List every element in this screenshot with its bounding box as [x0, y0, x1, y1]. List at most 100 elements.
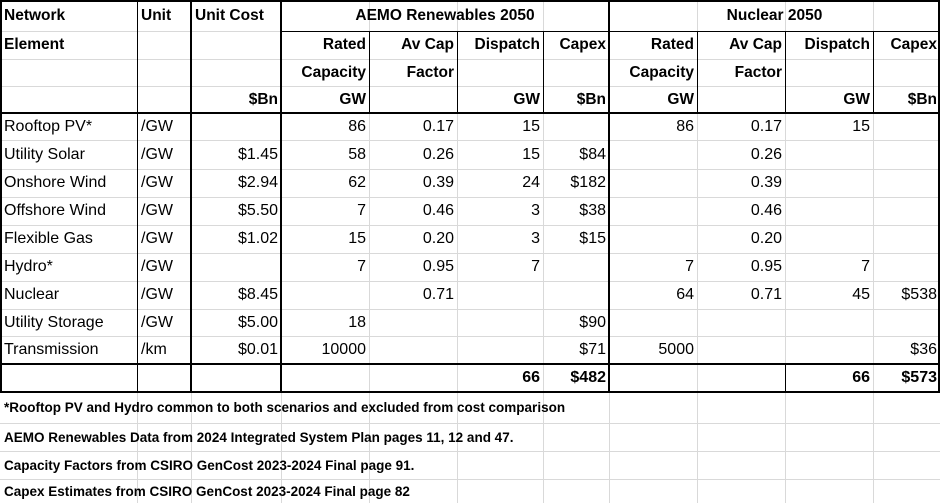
- header-element: Element: [4, 36, 65, 53]
- cell-aemo-dispatch: 15: [522, 117, 540, 135]
- header-scenario-nuclear: Nuclear 2050: [726, 6, 823, 24]
- cell-unit-cost: $1.02: [237, 230, 278, 247]
- cell-aemo-capacity-factor: 0.46: [422, 202, 454, 219]
- total-nuclear-capex: $573: [901, 368, 937, 386]
- grid-line: [0, 451, 940, 452]
- cell-nuclear-dispatch: [785, 197, 873, 225]
- cell-aemo-rated: 18: [348, 313, 366, 331]
- header-dispatch: Dispatch: [474, 36, 540, 53]
- cell-element: Utility Solar: [4, 145, 85, 163]
- total-aemo-dispatch: 66: [522, 368, 540, 386]
- header-capex-units: $Bn: [576, 90, 606, 108]
- header-rated-units: GW: [339, 90, 366, 108]
- cell-unit-cost: [191, 113, 281, 140]
- cell-nuclear-capacity-factor: 0.95: [750, 258, 782, 275]
- grid-line: [0, 479, 940, 480]
- cell-nuclear-dispatch: [785, 140, 873, 169]
- cell-aemo-capacity-factor: 0.39: [422, 174, 454, 191]
- cell-nuclear-capex: [873, 140, 940, 169]
- cell-aemo-capacity-factor: [369, 309, 457, 336]
- cell-aemo-rated: 86: [348, 117, 366, 135]
- cell-nuclear-capacity-factor: 0.17: [750, 117, 782, 135]
- cell-aemo-capacity-factor: 0.17: [422, 117, 454, 135]
- cell-unit: /GW: [141, 174, 173, 191]
- cell-unit: /GW: [141, 258, 173, 275]
- grid-line: [369, 31, 370, 113]
- cell-nuclear-capex: [873, 225, 940, 253]
- footnote: Capacity Factors from CSIRO GenCost 2023…: [4, 457, 415, 473]
- cell-aemo-capacity-factor: 0.95: [422, 258, 454, 275]
- grid-line: [0, 423, 940, 424]
- cell-nuclear-dispatch: [785, 336, 873, 364]
- header-capex: Capex: [559, 36, 606, 53]
- grid-line: [457, 31, 458, 113]
- cell-nuclear-dispatch: [785, 225, 873, 253]
- header-capex-units: $Bn: [907, 90, 937, 108]
- cell-aemo-capex: $90: [579, 313, 606, 331]
- cell-nuclear-rated: [609, 225, 697, 253]
- header-rated-units: GW: [667, 90, 694, 108]
- cell-nuclear-capex: [873, 169, 940, 197]
- cell-unit: /GW: [141, 313, 173, 331]
- cell-nuclear-capex: $538: [901, 286, 937, 303]
- grid-line: [608, 0, 610, 392]
- header-unit-cost-units: $Bn: [248, 90, 278, 108]
- header-scenario-aemo: AEMO Renewables 2050: [355, 6, 535, 24]
- cell-aemo-capex: [543, 113, 609, 140]
- cell-nuclear-rated: 7: [685, 258, 694, 275]
- cell-aemo-dispatch: [457, 309, 543, 336]
- header-av-cap: Av Cap: [401, 36, 454, 53]
- grid-line: [873, 0, 874, 503]
- cell-aemo-capacity-factor: 0.26: [422, 145, 454, 163]
- cell-aemo-capex: $71: [579, 341, 606, 358]
- grid-line: [0, 281, 940, 282]
- cell-element: Onshore Wind: [4, 174, 107, 191]
- cell-nuclear-dispatch: 7: [861, 258, 870, 275]
- cell-aemo-capex: $38: [579, 202, 606, 219]
- grid-line: [0, 112, 940, 114]
- cell-aemo-rated: 7: [357, 202, 366, 219]
- cell-nuclear-rated: [609, 309, 697, 336]
- cell-nuclear-dispatch: 15: [852, 117, 870, 135]
- cell-nuclear-capacity-factor: 0.26: [750, 145, 782, 163]
- cell-nuclear-rated: [609, 140, 697, 169]
- cell-unit-cost: $8.45: [237, 286, 278, 303]
- cell-nuclear-capacity-factor: 0.20: [750, 230, 782, 247]
- grid-line: [0, 336, 940, 337]
- header-rated: Rated: [322, 36, 366, 53]
- cell-aemo-rated: 15: [348, 230, 366, 247]
- grid-line: [785, 0, 786, 503]
- cell-nuclear-capacity-factor: 0.46: [750, 202, 782, 219]
- footnote: Capex Estimates from CSIRO GenCost 2023-…: [4, 483, 410, 499]
- cell-aemo-rated: 62: [348, 174, 366, 191]
- grid-line: [873, 31, 874, 113]
- cell-element: Flexible Gas: [4, 230, 93, 247]
- grid-line: [281, 31, 940, 32]
- cell-nuclear-capex: [873, 253, 940, 281]
- cell-aemo-capacity-factor: [369, 336, 457, 364]
- header-factor: Factor: [734, 63, 782, 81]
- header-dispatch-units: GW: [843, 90, 870, 108]
- cell-aemo-capex: [543, 253, 609, 281]
- cell-aemo-dispatch: 15: [522, 145, 540, 163]
- cell-aemo-rated: 7: [357, 258, 366, 275]
- cell-unit: /GW: [141, 286, 173, 303]
- cell-element: Hydro*: [4, 258, 53, 275]
- grid-line: [543, 31, 544, 113]
- cell-unit: /km: [141, 341, 167, 358]
- footnote: AEMO Renewables Data from 2024 Integrate…: [4, 429, 514, 445]
- cell-aemo-capex: $15: [579, 230, 606, 247]
- grid-line: [697, 31, 698, 113]
- cell-aemo-rated: 58: [348, 145, 366, 163]
- cell-aemo-rated: [281, 281, 369, 309]
- cell-nuclear-capex: $36: [910, 341, 937, 358]
- grid-line: [0, 253, 940, 254]
- cell-nuclear-capacity-factor: 0.39: [750, 174, 782, 191]
- cell-aemo-dispatch: [457, 281, 543, 309]
- grid-line: [0, 59, 940, 60]
- total-aemo-capex: $482: [570, 368, 606, 386]
- cell-aemo-capacity-factor: 0.71: [422, 286, 454, 303]
- grid-line: [190, 0, 192, 392]
- cell-aemo-rated: 10000: [321, 341, 367, 358]
